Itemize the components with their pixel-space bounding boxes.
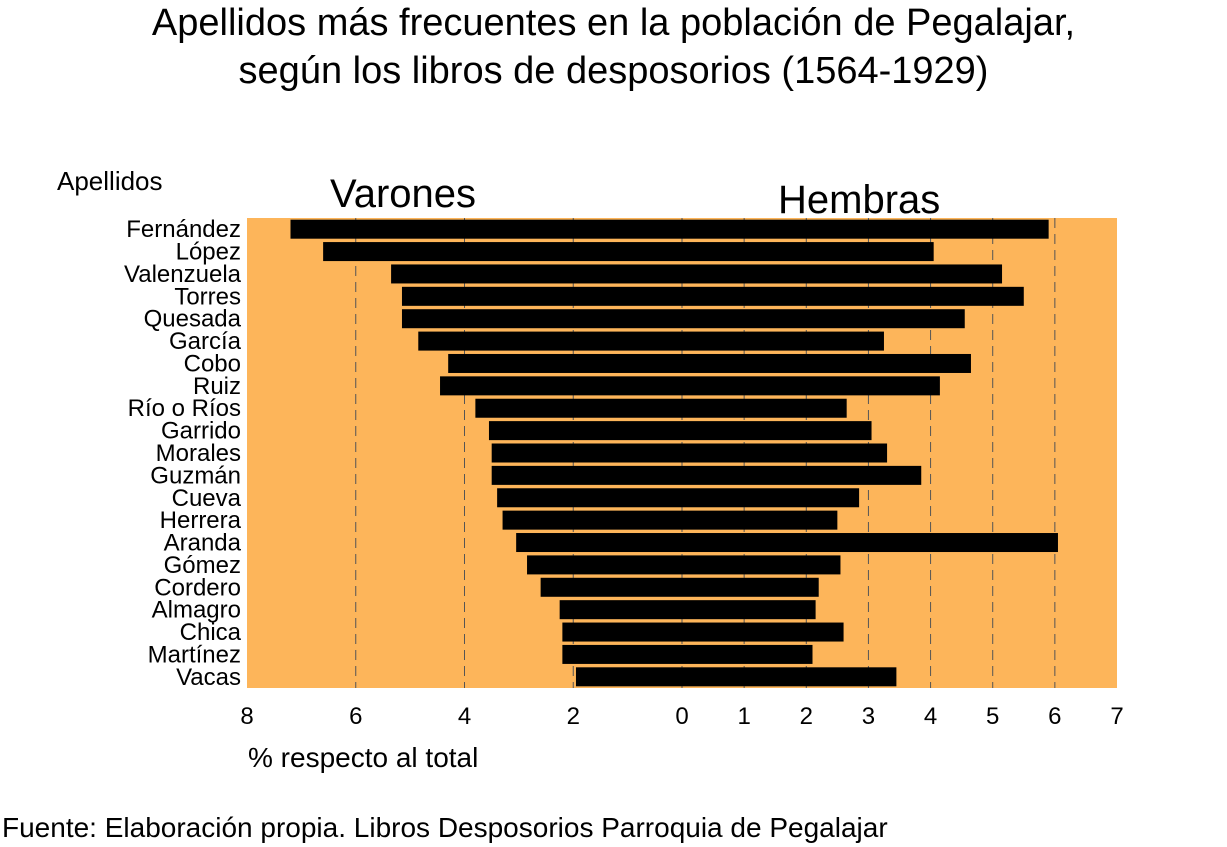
- bar-varones: [290, 219, 682, 239]
- chart-title-line-1: Apellidos más frecuentes en la población…: [151, 2, 1076, 44]
- tick-label-left: 6: [349, 703, 362, 730]
- category-label: Valenzuela: [124, 261, 242, 288]
- bar-varones: [497, 488, 682, 508]
- bar-varones: [448, 353, 682, 373]
- category-label: Río o Ríos: [128, 395, 241, 422]
- category-label: Gómez: [164, 552, 241, 579]
- tick-label-left: 0: [675, 703, 688, 730]
- tick-label-left: 2: [567, 703, 580, 730]
- category-label: López: [176, 239, 241, 266]
- bar-varones: [562, 644, 682, 664]
- bar-varones: [516, 533, 682, 553]
- bar-varones: [562, 622, 682, 642]
- category-label: García: [169, 328, 242, 355]
- bar-varones: [401, 309, 682, 329]
- bar-varones: [540, 577, 682, 597]
- bar-hembras: [682, 488, 860, 508]
- tick-label-left: 8: [240, 703, 253, 730]
- category-label: Martínez: [148, 641, 241, 668]
- varones-label: Varones: [330, 172, 477, 216]
- category-label: Guzmán: [150, 462, 241, 489]
- bar-varones: [488, 421, 682, 441]
- bar-hembras: [682, 622, 844, 642]
- bar-varones: [491, 465, 682, 485]
- bar-hembras: [682, 421, 872, 441]
- bar-hembras: [682, 219, 1049, 239]
- bar-hembras: [682, 309, 965, 329]
- bar-hembras: [682, 667, 897, 687]
- category-label: Cobo: [184, 350, 241, 377]
- bar-hembras: [682, 465, 922, 485]
- bar-hembras: [682, 510, 838, 530]
- bar-varones: [491, 443, 682, 463]
- tick-label-right: 6: [1048, 703, 1061, 730]
- category-label: Garrido: [161, 418, 241, 445]
- tick-label-left: 4: [458, 703, 471, 730]
- source-note: Fuente: Elaboración propia. Libros Despo…: [2, 812, 888, 843]
- bar-hembras: [682, 443, 888, 463]
- category-label: Quesada: [144, 306, 242, 333]
- category-label: Chica: [180, 619, 242, 646]
- category-label: Fernández: [126, 216, 241, 243]
- category-label: Almagro: [152, 597, 241, 624]
- y-axis-label: Apellidos: [57, 166, 163, 196]
- category-label: Cordero: [154, 574, 241, 601]
- bar-hembras: [682, 577, 819, 597]
- bar-varones: [559, 600, 682, 620]
- bar-varones: [391, 264, 682, 284]
- bar-varones: [475, 398, 682, 418]
- bar-varones: [575, 667, 682, 687]
- bar-hembras: [682, 600, 816, 620]
- tick-label-right: 4: [924, 703, 937, 730]
- category-label: Morales: [156, 440, 241, 467]
- bar-varones: [401, 286, 682, 306]
- category-label: Herrera: [160, 507, 242, 534]
- bar-hembras: [682, 533, 1058, 553]
- tick-label-right: 2: [800, 703, 813, 730]
- category-label: Vacas: [176, 664, 241, 691]
- category-label: Ruiz: [193, 373, 241, 400]
- bar-varones: [440, 376, 682, 396]
- bar-hembras: [682, 286, 1024, 306]
- category-label: Aranda: [164, 530, 242, 557]
- bar-hembras: [682, 331, 884, 351]
- tick-label-right: 1: [737, 703, 750, 730]
- bar-varones: [502, 510, 682, 530]
- bar-hembras: [682, 398, 847, 418]
- bar-hembras: [682, 242, 934, 262]
- category-label: Torres: [174, 283, 241, 310]
- bar-varones: [323, 242, 682, 262]
- x-axis-label: % respecto al total: [248, 742, 479, 773]
- bar-hembras: [682, 264, 1003, 284]
- category-label: Cueva: [172, 485, 242, 512]
- tick-label-right: 5: [986, 703, 999, 730]
- bar-hembras: [682, 555, 841, 575]
- chart-title-line-2: según los libros de desposorios (1564-19…: [238, 50, 989, 92]
- hembras-label: Hembras: [778, 178, 941, 222]
- tick-label-right: 7: [1110, 703, 1123, 730]
- bar-varones: [418, 331, 682, 351]
- bar-hembras: [682, 376, 940, 396]
- bar-varones: [527, 555, 682, 575]
- tick-label-right: 3: [862, 703, 875, 730]
- bar-hembras: [682, 644, 813, 664]
- bar-hembras: [682, 353, 971, 373]
